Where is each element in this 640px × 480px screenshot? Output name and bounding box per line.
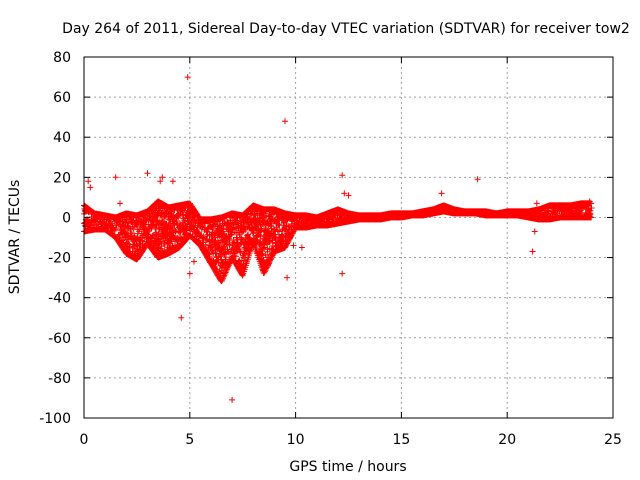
- data-point: [184, 74, 191, 81]
- data-point: [223, 254, 229, 261]
- data-point: [209, 257, 216, 263]
- data-point: [274, 227, 281, 234]
- data-point: [228, 231, 234, 238]
- data-point: [533, 200, 540, 207]
- data-point: [284, 274, 291, 281]
- data-point: [144, 170, 151, 177]
- y-tick-label: 60: [53, 90, 71, 106]
- x-tick-label: 10: [287, 432, 305, 448]
- y-tick-label: -20: [48, 251, 71, 267]
- data-point: [156, 226, 163, 233]
- data-point: [220, 273, 227, 280]
- data-point: [237, 249, 244, 256]
- data-point: [85, 178, 92, 185]
- data-point: [226, 260, 233, 267]
- data-point: [118, 237, 125, 244]
- y-tick-label: -40: [48, 291, 71, 307]
- data-point: [123, 239, 130, 246]
- x-tick-label: 0: [80, 432, 89, 448]
- data-point: [298, 244, 305, 251]
- y-axis-label: SDTVAR / TECUs: [7, 180, 23, 295]
- x-tick-label: 5: [185, 432, 194, 448]
- data-point: [264, 248, 271, 255]
- data-point: [186, 270, 193, 277]
- x-axis-label: GPS time / hours: [289, 459, 406, 475]
- data-point: [87, 184, 94, 191]
- data-point: [275, 221, 282, 228]
- data-point: [200, 233, 207, 240]
- data-point: [223, 268, 230, 274]
- data-point: [438, 190, 445, 197]
- data-point: [276, 228, 283, 235]
- data-point: [265, 260, 272, 267]
- data-point: [224, 265, 231, 272]
- data-point: [215, 240, 222, 247]
- chart-title: Day 264 of 2011, Sidereal Day-to-day VTE…: [62, 21, 630, 37]
- y-tick-label: 40: [53, 130, 71, 146]
- y-tick-label: 20: [53, 170, 71, 186]
- data-point: [261, 268, 268, 275]
- data-points: [81, 74, 595, 403]
- data-point: [117, 200, 123, 207]
- y-tick-label: -60: [48, 331, 71, 347]
- y-tick-label: -100: [39, 411, 71, 427]
- data-point: [195, 229, 202, 236]
- y-tick-label: -80: [48, 371, 71, 387]
- data-point: [178, 314, 185, 321]
- x-tick-label: 20: [498, 432, 516, 448]
- data-point: [231, 249, 238, 256]
- data-point: [266, 259, 273, 266]
- data-point: [262, 267, 269, 274]
- x-tick-labels: 0 5 10 15 20 25: [80, 432, 622, 448]
- data-point: [229, 396, 236, 403]
- data-point: [233, 253, 239, 260]
- y-tick-label: 80: [53, 50, 71, 66]
- data-point: [149, 232, 156, 239]
- data-point: [130, 245, 137, 252]
- data-point: [267, 257, 273, 264]
- data-point: [169, 178, 176, 185]
- data-point: [112, 174, 119, 181]
- data-point: [268, 255, 275, 262]
- data-point: [191, 258, 197, 265]
- data-point: [225, 263, 232, 270]
- data-point: [339, 270, 346, 277]
- y-tick-label: 0: [62, 210, 71, 226]
- x-tick-label: 15: [392, 432, 410, 448]
- data-point: [158, 243, 165, 250]
- data-point: [268, 253, 275, 260]
- data-point: [126, 243, 133, 250]
- data-point: [267, 256, 274, 263]
- data-point: [218, 278, 225, 285]
- data-point: [124, 228, 131, 234]
- x-tick-label: 25: [604, 432, 622, 448]
- data-point: [261, 269, 268, 276]
- data-point: [219, 276, 226, 283]
- data-point: [282, 118, 288, 125]
- data-point: [531, 228, 538, 235]
- y-tick-labels: -100 -80 -60 -40 -20 0 20 40 60 80: [39, 50, 71, 427]
- data-point: [228, 231, 235, 237]
- data-point: [226, 235, 233, 242]
- data-point: [296, 218, 302, 225]
- data-point: [529, 248, 536, 255]
- data-point: [221, 270, 228, 277]
- data-point: [202, 241, 209, 248]
- data-point: [231, 225, 238, 232]
